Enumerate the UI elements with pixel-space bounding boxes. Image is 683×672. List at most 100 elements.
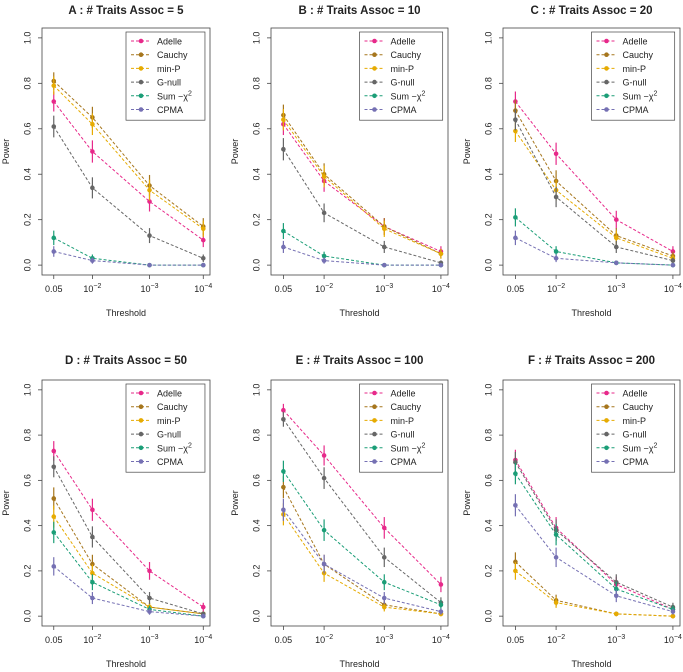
legend-marker (138, 107, 144, 112)
plot-frame (502, 379, 681, 627)
series-line (282, 114, 442, 255)
series-line (53, 250, 204, 266)
x-tick-exponent: −3 (385, 283, 393, 290)
legend-label: Sum −χ2 (157, 90, 192, 101)
y-axis-label: Power (462, 139, 472, 165)
panel-b: B : # Traits Assoc = 10 0.0 0.2 0.4 0.6 0.8 1.… (230, 5, 450, 318)
legend-label: CPMA (623, 105, 649, 115)
data-point (670, 613, 676, 619)
series-line (53, 498, 204, 615)
x-tick-label: 10−3 (375, 283, 393, 294)
data-point (438, 602, 444, 608)
legend-label-text: min-P (391, 416, 415, 426)
legend-marker (604, 66, 609, 71)
x-tick-exponent: −4 (674, 283, 682, 290)
legend-label-text: min-P (157, 64, 181, 74)
legend-marker (372, 107, 377, 112)
plot-frame (41, 379, 211, 627)
x-tick-exponent: −2 (557, 634, 565, 641)
data-point (613, 235, 619, 241)
data-point (321, 174, 327, 179)
data-point (670, 258, 676, 263)
legend-label: G-null (391, 430, 415, 440)
y-axis-label: Power (230, 139, 240, 165)
x-tick-label: 10−3 (375, 634, 393, 645)
data-point (147, 187, 152, 193)
data-point (51, 514, 57, 519)
data-point (438, 582, 444, 587)
data-point (381, 525, 387, 531)
data-point (147, 262, 152, 268)
plot-frame (502, 27, 681, 276)
series-line (515, 217, 673, 266)
legend-marker (604, 93, 609, 99)
data-point (90, 534, 95, 540)
legend-label-text: Cauchy (623, 402, 654, 412)
data-point (321, 475, 327, 481)
x-tick-base: 10 (664, 635, 674, 645)
x-tick-label: 0.05 (275, 284, 293, 294)
legend-label-superscript: 2 (188, 90, 192, 97)
data-point (321, 210, 327, 216)
data-point (513, 215, 518, 220)
legend-label-text: Sum −χ (157, 443, 188, 453)
data-point (90, 121, 95, 127)
y-tick-label: 1.0 (251, 384, 261, 397)
series-line (515, 237, 673, 266)
series-line (282, 418, 442, 603)
plot-frame (41, 27, 211, 276)
panel-title: D : # Traits Assoc = 50 (65, 355, 187, 367)
x-tick-exponent: −3 (617, 283, 625, 290)
legend-label: G-null (623, 78, 647, 88)
y-tick-label: 0.0 (483, 610, 493, 623)
data-point (381, 226, 387, 232)
x-tick-base: 10 (194, 635, 204, 645)
y-tick-label: 0.2 (251, 565, 261, 578)
legend-label-text: Adelle (623, 37, 648, 47)
legend-label: min-P (391, 416, 415, 426)
legend-label-superscript: 2 (188, 442, 192, 449)
x-tick-exponent: −2 (93, 634, 101, 641)
data-point (200, 226, 206, 232)
y-tick-label: 1.0 (483, 384, 493, 397)
legend-label-superscript: 2 (654, 442, 658, 449)
data-point (281, 484, 286, 490)
x-tick-exponent: −3 (151, 283, 159, 290)
data-point (513, 459, 518, 465)
legend-box (359, 383, 444, 473)
y-tick-label: 0.6 (483, 474, 493, 487)
series-line (53, 80, 204, 227)
data-point (147, 199, 152, 204)
y-axis-label: Power (462, 490, 472, 516)
legend-marker (138, 38, 144, 44)
x-tick-label: 10−4 (432, 283, 450, 294)
legend-label-text: G-null (623, 78, 647, 88)
data-point (513, 559, 518, 565)
x-tick-exponent: −3 (385, 634, 393, 641)
legend-marker (138, 79, 144, 85)
x-tick-base: 10 (141, 635, 151, 645)
legend-label: G-null (623, 430, 647, 440)
data-point (321, 527, 327, 533)
legend-marker (604, 390, 609, 396)
legend-box (125, 383, 206, 473)
legend-label-text: min-P (157, 416, 181, 426)
series-line (514, 110, 674, 257)
y-tick-label: 0.6 (22, 474, 32, 487)
x-tick-label: 10−4 (664, 283, 682, 294)
legend-marker (604, 404, 609, 410)
x-tick-exponent: −2 (93, 283, 101, 290)
series-line (53, 466, 204, 615)
legend-label-text: Sum −χ (157, 91, 188, 101)
data-point (513, 568, 518, 574)
y-tick-label: 1.0 (251, 32, 261, 45)
series-line (53, 85, 204, 230)
legend-marker (372, 79, 377, 85)
x-tick-base: 0.05 (275, 284, 293, 294)
legend-label: Cauchy (157, 50, 188, 60)
data-point (613, 260, 619, 266)
series-line (282, 148, 442, 264)
x-tick-base: 10 (375, 635, 385, 645)
legend-marker (604, 445, 609, 451)
